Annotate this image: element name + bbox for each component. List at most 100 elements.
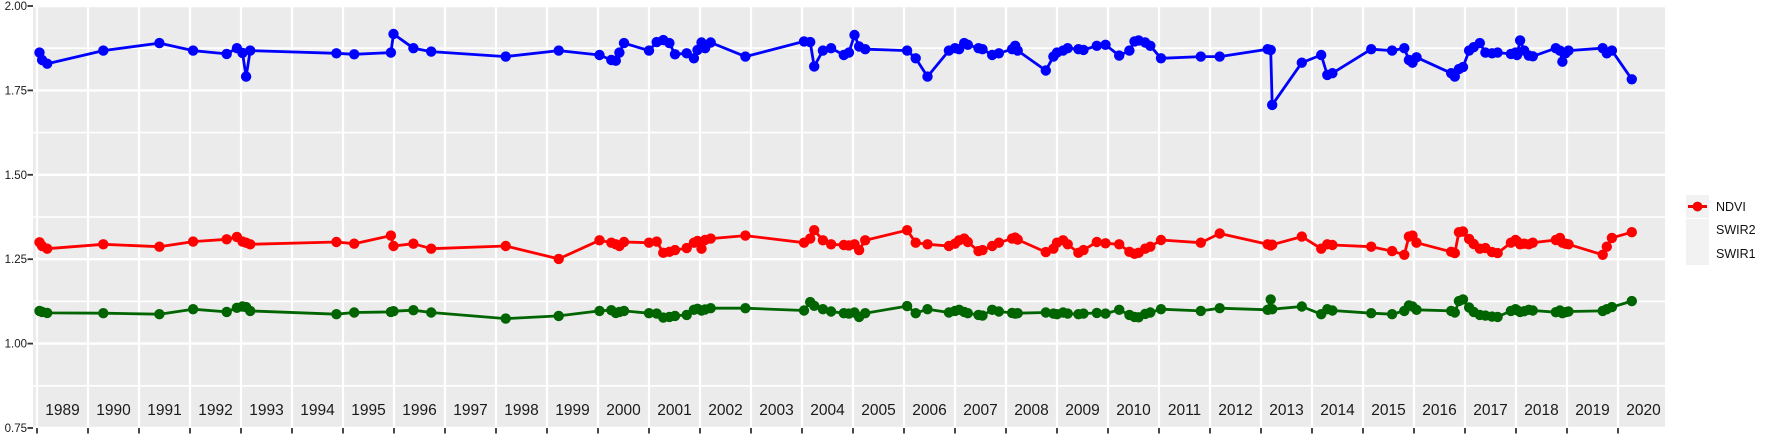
data-point-ndvi [1327, 68, 1338, 79]
data-point-swir1 [1267, 239, 1278, 250]
data-point-ndvi [42, 58, 53, 69]
data-point-ndvi [594, 49, 605, 61]
data-point-ndvi [922, 71, 933, 82]
data-point-swir1 [853, 244, 865, 256]
data-point-swir1 [681, 242, 692, 254]
data-point-swir1 [553, 253, 564, 265]
y-tick-label: 1.75 [5, 85, 27, 97]
data-point-ndvi [1040, 65, 1052, 76]
x-tick-label: 2000 [606, 402, 641, 419]
data-point-ndvi [408, 43, 419, 54]
data-point-swir2 [643, 308, 655, 319]
data-point-swir2 [408, 305, 419, 316]
data-point-swir2 [705, 303, 716, 314]
data-point-swir1 [705, 233, 716, 244]
data-point-swir1 [1366, 241, 1377, 252]
x-tick-label: 2008 [1014, 402, 1048, 419]
data-point-ndvi [221, 48, 232, 60]
data-point-swir2 [1040, 307, 1052, 318]
data-point-swir2 [977, 310, 988, 321]
data-point-swir2 [860, 308, 871, 319]
data-point-swir2 [1062, 308, 1073, 319]
x-tick-label: 2014 [1320, 402, 1355, 419]
data-point-swir2 [349, 307, 360, 318]
data-point-swir2 [1296, 301, 1308, 312]
data-point-swir1 [1601, 241, 1613, 252]
data-point-swir2 [98, 308, 109, 319]
data-point-swir2 [993, 306, 1005, 317]
legend-point-icon [1692, 201, 1703, 212]
data-point-ndvi [1214, 51, 1225, 62]
data-point-ndvi [809, 61, 820, 72]
data-point-ndvi [901, 45, 913, 56]
data-point-ndvi [705, 37, 716, 48]
data-point-swir2 [594, 305, 605, 317]
data-point-ndvi [1155, 53, 1167, 64]
data-point-swir1 [977, 244, 988, 256]
data-point-swir1 [1114, 239, 1125, 250]
data-point-swir1 [643, 237, 655, 248]
data-point-ndvi [349, 49, 360, 60]
data-point-ndvi [1145, 40, 1156, 51]
data-point-swir1 [922, 239, 933, 250]
x-tick-label: 1992 [198, 402, 232, 419]
legend-key-swir2-point-icon [1686, 201, 1709, 242]
data-point-swir1 [98, 239, 109, 250]
data-point-swir2 [187, 304, 199, 315]
data-point-swir1 [1399, 249, 1410, 260]
data-point-swir2 [1492, 311, 1503, 323]
data-point-swir1 [1327, 239, 1338, 251]
data-point-swir1 [1492, 247, 1503, 259]
x-tick-label: 1991 [147, 402, 181, 419]
data-point-swir2 [1563, 306, 1574, 317]
data-point-swir1 [245, 239, 256, 250]
data-point-swir2 [1411, 304, 1422, 315]
data-point-swir1 [187, 236, 199, 247]
data-point-swir1 [1214, 228, 1225, 239]
data-point-swir2 [1449, 307, 1461, 318]
data-point-ndvi [500, 51, 511, 62]
x-tick-label: 1994 [300, 402, 335, 419]
data-point-ndvi [331, 48, 342, 59]
data-point-swir1 [740, 230, 751, 241]
data-point-swir1 [817, 235, 829, 246]
data-point-ndvi [664, 37, 675, 49]
data-point-swir2 [1606, 301, 1618, 313]
y-tick-label: 2.00 [5, 1, 27, 13]
data-point-swir1 [1527, 237, 1539, 248]
data-point-swir1 [1100, 238, 1111, 249]
data-point-swir2 [1078, 308, 1089, 319]
data-point-swir1 [692, 235, 703, 247]
data-point-ndvi [817, 45, 829, 56]
data-point-ndvi [1100, 39, 1111, 50]
legend-label: SWIR1 [1716, 246, 1756, 261]
x-tick-label: 2005 [861, 402, 895, 419]
x-tick-label: 2017 [1473, 402, 1507, 419]
data-point-ndvi [1078, 44, 1089, 56]
y-tick-label: 1.00 [5, 339, 27, 351]
data-point-ndvi [1557, 56, 1568, 67]
x-tick-label: 2012 [1218, 402, 1252, 419]
x-tick-label: 2019 [1575, 402, 1609, 419]
data-point-swir1 [669, 244, 681, 256]
x-tick-label: 2018 [1524, 402, 1558, 419]
x-tick-label: 2004 [810, 402, 845, 419]
x-tick-label: 2009 [1065, 402, 1099, 419]
data-point-ndvi [1411, 52, 1422, 63]
data-point-ndvi [977, 44, 988, 55]
data-point-swir1 [618, 236, 630, 248]
data-point-swir1 [408, 238, 419, 249]
x-tick-label: 2010 [1116, 402, 1151, 419]
x-tick-label: 2003 [759, 402, 793, 419]
legend-key-swir1-point-icon [1686, 201, 1709, 266]
data-point-ndvi [962, 39, 973, 50]
data-point-ndvi [825, 43, 837, 54]
data-point-swir1 [1411, 237, 1422, 248]
data-point-swir1 [1457, 226, 1469, 237]
legend-label: SWIR2 [1716, 223, 1756, 238]
x-tick-label: 2011 [1168, 402, 1201, 419]
data-point-ndvi [1527, 51, 1539, 62]
data-point-swir2 [1214, 303, 1225, 314]
data-point-swir1 [696, 243, 707, 254]
